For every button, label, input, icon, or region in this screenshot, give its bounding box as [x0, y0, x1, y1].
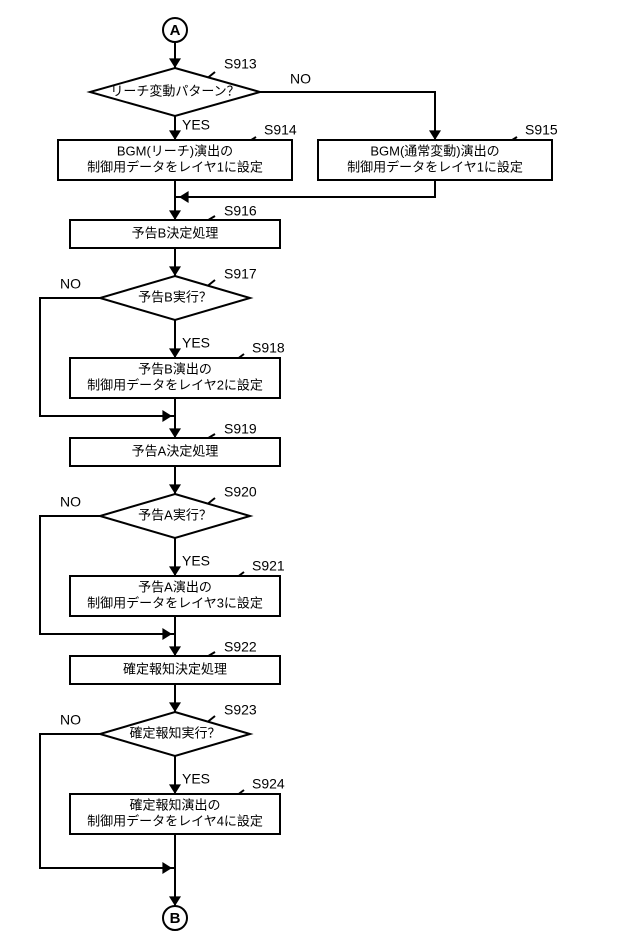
process-text-S921-1: 制御用データをレイヤ3に設定	[87, 595, 263, 610]
process-text-S921-0: 予告A演出の	[138, 579, 212, 594]
step-label-S917: S917	[224, 266, 257, 282]
process-text-S915-0: BGM(通常変動)演出の	[370, 143, 499, 158]
process-text-S919-0: 予告A決定処理	[132, 443, 219, 458]
decision-text-S923-0: 確定報知実行？	[129, 725, 220, 740]
step-label-S920: S920	[224, 484, 257, 500]
process-text-S924-1: 制御用データをレイヤ4に設定	[87, 813, 263, 828]
terminal-label-A: A	[170, 22, 181, 39]
process-text-S918-0: 予告B演出の	[138, 361, 212, 376]
branch-label-s917_no: NO	[60, 276, 81, 292]
branch-label-s923_yes: YES	[182, 771, 210, 787]
step-label-S916: S916	[224, 203, 257, 219]
decision-text-S913-0: リーチ変動パターン？	[110, 83, 239, 98]
process-text-S922-0: 確定報知決定処理	[123, 661, 227, 676]
step-label-S913: S913	[224, 56, 257, 72]
flowchart-canvas: ABリーチ変動パターン？S913BGM(リーチ)演出の制御用データをレイヤ1に設…	[0, 0, 640, 948]
step-label-S915: S915	[525, 122, 558, 138]
branch-label-s917_yes: YES	[182, 335, 210, 351]
step-label-S919: S919	[224, 421, 257, 437]
branch-label-s913_yes: YES	[182, 117, 210, 133]
step-label-S914: S914	[264, 122, 297, 138]
branch-label-s923_no: NO	[60, 712, 81, 728]
decision-text-S920-0: 予告A実行？	[138, 507, 212, 522]
decision-text-S917-0: 予告B実行？	[138, 289, 212, 304]
process-text-S914-1: 制御用データをレイヤ1に設定	[87, 159, 263, 174]
step-label-S923: S923	[224, 702, 257, 718]
branch-label-s913_no: NO	[290, 71, 311, 87]
step-label-S918: S918	[252, 340, 285, 356]
step-label-S922: S922	[224, 639, 257, 655]
step-label-S924: S924	[252, 776, 285, 792]
process-text-S916-0: 予告B決定処理	[132, 225, 219, 240]
process-text-S914-0: BGM(リーチ)演出の	[117, 143, 233, 158]
process-text-S915-1: 制御用データをレイヤ1に設定	[347, 159, 523, 174]
edge-S915-merge	[175, 180, 435, 197]
process-text-S924-0: 確定報知演出の	[129, 797, 220, 812]
step-label-S921: S921	[252, 558, 285, 574]
terminal-label-B: B	[170, 910, 181, 927]
process-text-S918-1: 制御用データをレイヤ2に設定	[87, 377, 263, 392]
branch-label-s920_yes: YES	[182, 553, 210, 569]
branch-label-s920_no: NO	[60, 494, 81, 510]
